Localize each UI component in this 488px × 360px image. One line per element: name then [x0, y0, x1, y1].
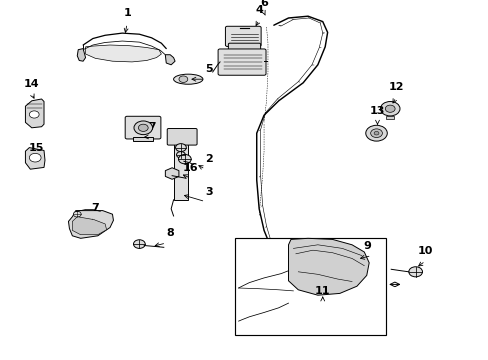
Text: 17: 17: [141, 122, 157, 132]
Bar: [234, 238, 386, 335]
Polygon shape: [25, 99, 44, 128]
Text: 13: 13: [369, 105, 385, 116]
Ellipse shape: [179, 76, 187, 82]
Text: 16: 16: [183, 163, 198, 173]
Circle shape: [29, 111, 39, 118]
Circle shape: [138, 124, 148, 131]
Bar: [173, 140, 188, 200]
Ellipse shape: [173, 74, 203, 84]
Circle shape: [133, 240, 145, 248]
Circle shape: [73, 211, 81, 217]
Circle shape: [178, 154, 191, 164]
Circle shape: [380, 102, 399, 116]
Text: 9: 9: [363, 240, 371, 251]
Text: 14: 14: [24, 78, 40, 89]
Circle shape: [365, 125, 386, 141]
Circle shape: [134, 121, 152, 135]
FancyBboxPatch shape: [167, 129, 197, 145]
Polygon shape: [288, 238, 368, 295]
Polygon shape: [68, 211, 113, 238]
Polygon shape: [77, 49, 85, 61]
Text: 6: 6: [260, 0, 267, 8]
FancyBboxPatch shape: [218, 49, 265, 75]
Text: 3: 3: [205, 186, 213, 197]
Text: 7: 7: [91, 203, 99, 213]
FancyBboxPatch shape: [225, 26, 261, 46]
Circle shape: [29, 153, 41, 162]
Circle shape: [385, 105, 394, 112]
FancyBboxPatch shape: [228, 43, 260, 53]
Polygon shape: [25, 148, 45, 169]
Text: 8: 8: [166, 228, 174, 238]
Circle shape: [370, 129, 382, 138]
Circle shape: [176, 152, 185, 158]
Text: 2: 2: [205, 154, 213, 164]
Text: 1: 1: [123, 8, 131, 18]
Text: 4: 4: [255, 5, 263, 15]
Polygon shape: [72, 217, 106, 235]
Circle shape: [408, 267, 422, 277]
Circle shape: [175, 144, 186, 152]
Text: 5: 5: [205, 64, 213, 74]
Circle shape: [373, 131, 378, 135]
Text: 12: 12: [387, 82, 403, 92]
Polygon shape: [386, 116, 393, 119]
Polygon shape: [165, 55, 175, 65]
Polygon shape: [85, 45, 161, 62]
FancyBboxPatch shape: [125, 116, 161, 139]
Text: 10: 10: [417, 246, 432, 256]
Bar: [133, 137, 152, 141]
Text: 11: 11: [314, 285, 330, 296]
Text: 15: 15: [29, 143, 44, 153]
